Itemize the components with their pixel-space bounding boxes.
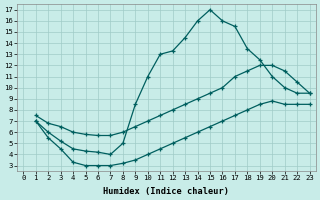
X-axis label: Humidex (Indice chaleur): Humidex (Indice chaleur) bbox=[103, 187, 229, 196]
